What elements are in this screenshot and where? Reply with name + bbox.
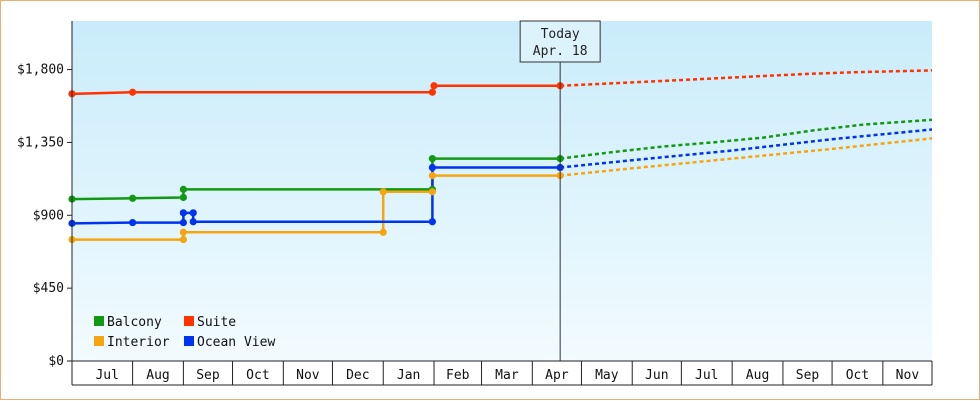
legend: Balcony Suite Interior Ocean View: [94, 315, 275, 350]
x-tick-label: Oct: [246, 368, 269, 383]
x-tick-label: May: [595, 368, 619, 383]
today-date: Apr. 18: [533, 44, 588, 59]
x-tick-label: Jul: [95, 368, 118, 383]
legend-label-ocean-view: Ocean View: [197, 335, 275, 350]
y-tick-label: $900: [33, 208, 64, 223]
data-point-interior: [179, 228, 187, 236]
x-tick-label: Jul: [695, 368, 718, 383]
legend-swatch-balcony: [94, 316, 104, 326]
data-point-interior: [179, 235, 187, 244]
x-tick-label: Sep: [196, 368, 220, 383]
legend-label-interior: Interior: [107, 335, 170, 350]
data-point-suite: [428, 88, 436, 96]
plot-background: [72, 21, 932, 361]
x-tick-label: Aug: [146, 368, 169, 383]
today-box: [519, 20, 601, 63]
data-point-suite: [129, 88, 137, 96]
y-tick-label: $450: [33, 281, 64, 296]
legend-swatch-suite: [184, 316, 194, 326]
data-point-balcony: [129, 194, 137, 202]
data-point-suite: [430, 82, 438, 90]
data-point-ocean-view: [179, 209, 187, 217]
x-tick-label: Nov: [896, 368, 920, 383]
forecast-line-suite: [560, 69, 933, 88]
data-point-ocean-view: [428, 163, 436, 172]
y-axis-ticks: $0 $450 $900 $1,350 $1,800: [17, 63, 72, 369]
x-tick-label: Feb: [446, 368, 470, 383]
x-tick-label: Mar: [495, 368, 519, 383]
x-tick-label: Nov: [296, 368, 320, 383]
data-point-interior: [379, 188, 387, 196]
x-tick-label: Aug: [746, 368, 769, 383]
x-axis-ticks: Jul Aug Sep Oct Nov Dec Jan Feb Mar Apr May Jun Jul A…: [95, 361, 933, 385]
data-point-interior: [379, 228, 387, 236]
data-point-ocean-view: [428, 218, 436, 226]
data-point-balcony: [428, 155, 436, 163]
legend-label-balcony: Balcony: [107, 315, 162, 330]
axes: [67, 21, 932, 386]
data-point-interior: [428, 172, 436, 180]
y-tick-label: $1,350: [17, 135, 64, 150]
data-point-interior: [428, 188, 436, 196]
data-point-ocean-view: [129, 218, 137, 227]
x-tick-label: Jun: [645, 368, 668, 383]
forecast-line-balcony: [560, 118, 933, 160]
y-tick-label: $0: [48, 354, 64, 369]
x-tick-label: Jan: [397, 368, 420, 383]
legend-label-suite: Suite: [197, 315, 236, 330]
data-point-ocean-view: [189, 218, 197, 226]
legend-swatch-ocean-view: [184, 336, 194, 346]
data-point-balcony: [179, 193, 187, 202]
x-tick-label: Oct: [846, 368, 869, 383]
today-label: Today: [541, 27, 580, 42]
legend-swatch-interior: [94, 336, 104, 346]
y-tick-label: $1,800: [17, 63, 64, 78]
x-tick-label: Dec: [346, 368, 369, 383]
today-indicator: Today Apr. 18: [519, 20, 601, 361]
data-point-balcony: [179, 185, 187, 193]
data-point-ocean-view: [179, 218, 187, 227]
data-point-ocean-view: [189, 209, 197, 217]
x-tick-label: Apr: [545, 368, 569, 383]
x-tick-label: Sep: [796, 368, 820, 383]
